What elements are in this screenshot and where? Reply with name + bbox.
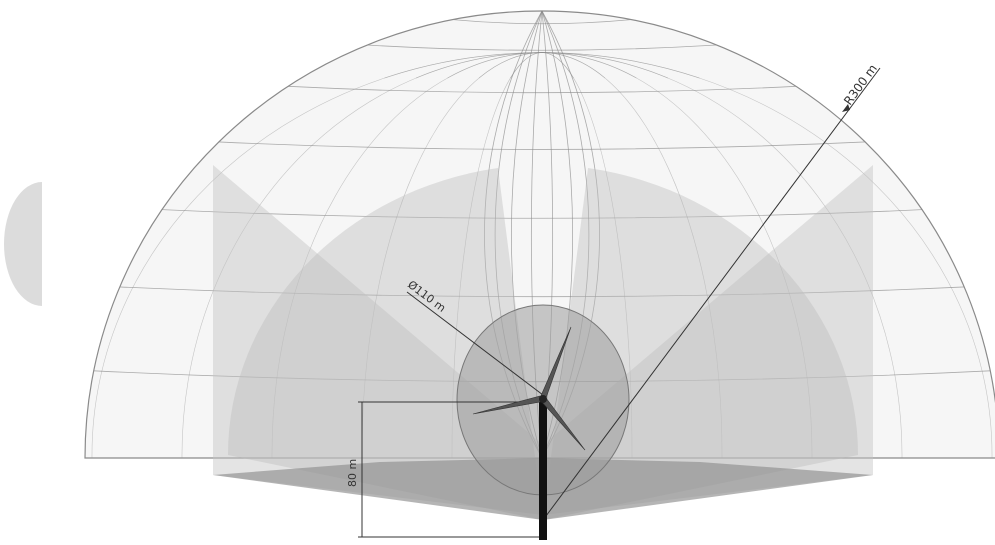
- grid-oblique: [361, 52, 606, 458]
- grid-oblique: [510, 52, 633, 458]
- grid-oblique: [478, 52, 723, 458]
- hub-height-label: 80 m: [346, 459, 359, 487]
- grid-parallel: [367, 44, 717, 51]
- grid-oblique: [384, 52, 993, 458]
- hub-height-dimension: [358, 401, 543, 538]
- turbine-blades: [472, 326, 586, 451]
- grid-parallel: [288, 85, 796, 94]
- grid-parallel: [218, 141, 866, 150]
- turbine-tower: [539, 400, 547, 540]
- radius-arrowhead: [842, 104, 850, 112]
- grid-oblique: [271, 52, 637, 458]
- grid-oblique: [415, 52, 903, 458]
- grid-oblique: [451, 52, 574, 458]
- grid-oblique: [91, 52, 700, 458]
- turbine-hub: [539, 395, 547, 403]
- grid-parallel: [161, 209, 923, 219]
- radius-label: R300 m: [841, 62, 880, 108]
- radius-dimension-line: [542, 67, 881, 521]
- diameter-leader-line: [406, 291, 544, 396]
- outer-dome: [84, 10, 995, 459]
- left-edge-shape: [4, 182, 42, 306]
- grid-oblique: [181, 52, 669, 458]
- grid-oblique: [447, 52, 813, 458]
- grid-parallel: [452, 19, 632, 25]
- grid-parallel: [119, 286, 965, 298]
